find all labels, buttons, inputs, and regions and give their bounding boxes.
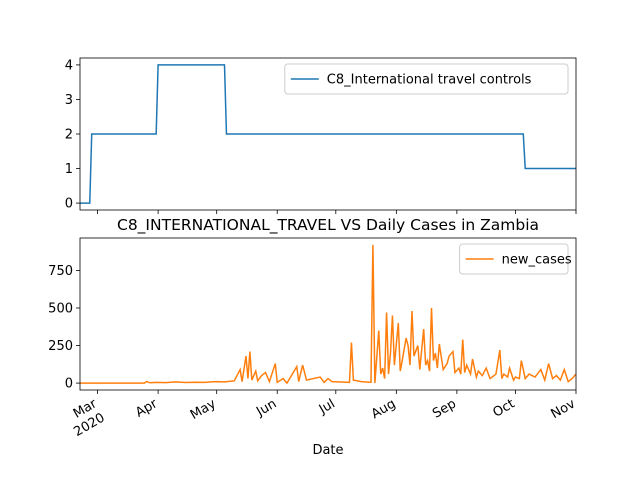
y-tick-label: 0	[65, 197, 73, 212]
x-tick-label: Jul	[316, 396, 338, 417]
data-line	[80, 244, 577, 385]
y-tick-label: 0	[65, 377, 73, 392]
x-tick-label: Jun	[253, 396, 279, 420]
axes-frame	[79, 237, 577, 391]
y-tick-label: 2	[65, 128, 73, 143]
legend: new_cases	[459, 243, 572, 275]
x-tick-label: Apr	[133, 396, 161, 421]
chart-title: C8_INTERNATIONAL_TRAVEL VS Daily Cases i…	[117, 216, 539, 235]
x-tick-label: May	[188, 396, 219, 423]
y-tick-label: 500	[48, 301, 73, 316]
x-axis-label: Date	[312, 443, 343, 458]
legend-box	[459, 243, 569, 275]
legend-label: new_cases	[502, 253, 572, 268]
legend: C8_International travel controls	[284, 63, 569, 95]
x-tick-label: Oct	[490, 396, 517, 420]
x-tick-label: Aug	[369, 396, 398, 422]
legend-label: C8_International travel controls	[327, 73, 532, 88]
x-tick-label: Nov	[549, 396, 579, 422]
y-tick-label: 4	[65, 58, 73, 73]
x-tick-label: Sep	[430, 396, 459, 421]
y-tick-label: 1	[65, 162, 73, 177]
y-tick-label: 3	[65, 93, 73, 108]
data-line	[80, 64, 576, 204]
y-tick-label: 750	[48, 264, 73, 279]
y-tick-label: 250	[48, 339, 73, 354]
legend-box	[284, 63, 569, 95]
